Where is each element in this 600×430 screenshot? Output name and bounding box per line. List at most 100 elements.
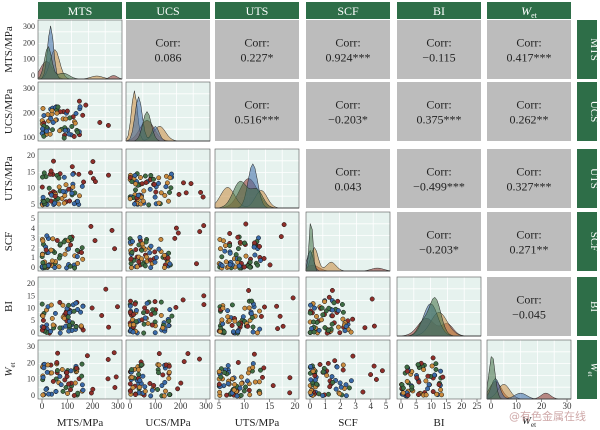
scatter-point — [111, 350, 117, 356]
scatter-point — [270, 383, 276, 389]
scatter-point — [69, 190, 75, 196]
corr-panel-scf-bi: Corr:−0.203* — [397, 212, 481, 271]
corr-value: 0.924*** — [326, 51, 371, 65]
x-tick-label: 30 — [563, 401, 573, 411]
panel-border — [125, 339, 211, 400]
scatter-point — [64, 108, 70, 114]
scatter-point — [337, 330, 343, 336]
scatter-point — [56, 201, 62, 207]
scatter-point — [152, 259, 158, 265]
scatter-point — [103, 286, 109, 292]
scatter-point — [142, 384, 148, 390]
corr-panel-ucs-bi: Corr:0.375*** — [397, 82, 481, 141]
scatter-point — [148, 265, 154, 271]
scatter-point — [48, 328, 54, 334]
scatter-point — [148, 393, 154, 399]
scatter-point — [158, 299, 164, 305]
scatter-point — [128, 256, 134, 262]
scatter-point — [146, 202, 152, 208]
scatter-point — [153, 189, 159, 195]
scatter-point — [236, 256, 242, 262]
scatter-point — [240, 314, 246, 320]
scatter-point — [400, 385, 406, 391]
scatter-point — [194, 261, 199, 267]
scatter-point — [130, 385, 136, 391]
scatter-point — [67, 235, 73, 240]
scatter-point — [81, 179, 87, 185]
scatter-panel-scf-mts — [37, 211, 123, 272]
scatter-point — [40, 374, 46, 380]
scatter-point — [197, 229, 203, 235]
panel-border — [305, 276, 391, 337]
scatter-point — [221, 238, 226, 244]
row-header-strip — [577, 82, 597, 141]
scatter-point — [71, 393, 77, 398]
y-tick-label: 5 — [31, 200, 35, 209]
scatter-point — [246, 387, 252, 393]
scatter-point — [165, 255, 171, 261]
scatter-point — [39, 184, 45, 190]
y-tick-label: 4 — [31, 224, 35, 233]
corr-value: 0.271** — [510, 243, 549, 257]
scatter-point — [280, 323, 286, 329]
scatter-point — [409, 384, 415, 390]
scatter-point — [44, 369, 50, 375]
scatter-point — [340, 316, 346, 322]
scatter-point — [216, 369, 222, 375]
scatter-panel-uts-ucs — [125, 148, 211, 209]
scatter-point — [144, 254, 149, 260]
scatter-point — [39, 252, 45, 257]
scatter-point — [41, 199, 47, 205]
x-tick-label: 15 — [265, 401, 275, 411]
scatter-point — [241, 388, 247, 394]
scatter-point — [198, 189, 204, 195]
scatter-point — [175, 386, 181, 392]
scatter-point — [257, 244, 262, 249]
scatter-point — [89, 305, 95, 311]
scatter-point — [201, 302, 207, 308]
x-tick-label: 100 — [61, 401, 75, 411]
scatter-point — [232, 318, 238, 324]
scatter-point — [149, 322, 155, 328]
scatter-point — [167, 307, 173, 313]
x-axis-label-bi: BI — [434, 417, 445, 429]
scatter-point — [329, 307, 335, 313]
panel-border — [486, 339, 572, 400]
scatter-point — [225, 308, 231, 314]
scatter-point — [167, 175, 173, 181]
scatter-point — [147, 381, 153, 386]
scatter-point — [429, 363, 435, 369]
y-tick-label: 0 — [31, 263, 35, 272]
scatter-point — [58, 382, 64, 388]
scatter-point — [90, 159, 96, 165]
scatter-point — [173, 304, 179, 310]
scatter-point — [337, 391, 343, 397]
scatter-point — [148, 243, 154, 249]
scatter-point — [55, 104, 61, 110]
scatter-point — [133, 181, 139, 187]
scatter-point — [74, 365, 79, 371]
scatter-point — [312, 377, 318, 383]
scatter-point — [48, 302, 54, 308]
scatter-point — [257, 326, 263, 332]
scatter-point — [330, 379, 336, 385]
scatter-panel-bi-scf — [305, 276, 391, 337]
y-tick-label: 0 — [31, 391, 35, 400]
scatter-point — [156, 200, 162, 206]
scatter-point — [319, 305, 325, 311]
scatter-point — [72, 265, 78, 271]
scatter-point — [45, 362, 51, 368]
scatter-point — [160, 325, 166, 331]
corr-value: 0.086 — [155, 51, 182, 65]
scatter-point — [181, 359, 187, 365]
scatter-point — [227, 243, 233, 249]
scatter-point — [142, 263, 148, 269]
scatter-point — [319, 317, 324, 323]
scatter-point — [230, 329, 236, 335]
scatter-point — [105, 357, 111, 362]
y-tick-label: 200 — [23, 38, 35, 47]
y-tick-label: 10 — [27, 304, 35, 313]
corr-label: Corr: — [426, 98, 451, 112]
scatter-point — [337, 380, 343, 386]
row-header-wet: Wet — [577, 340, 600, 399]
